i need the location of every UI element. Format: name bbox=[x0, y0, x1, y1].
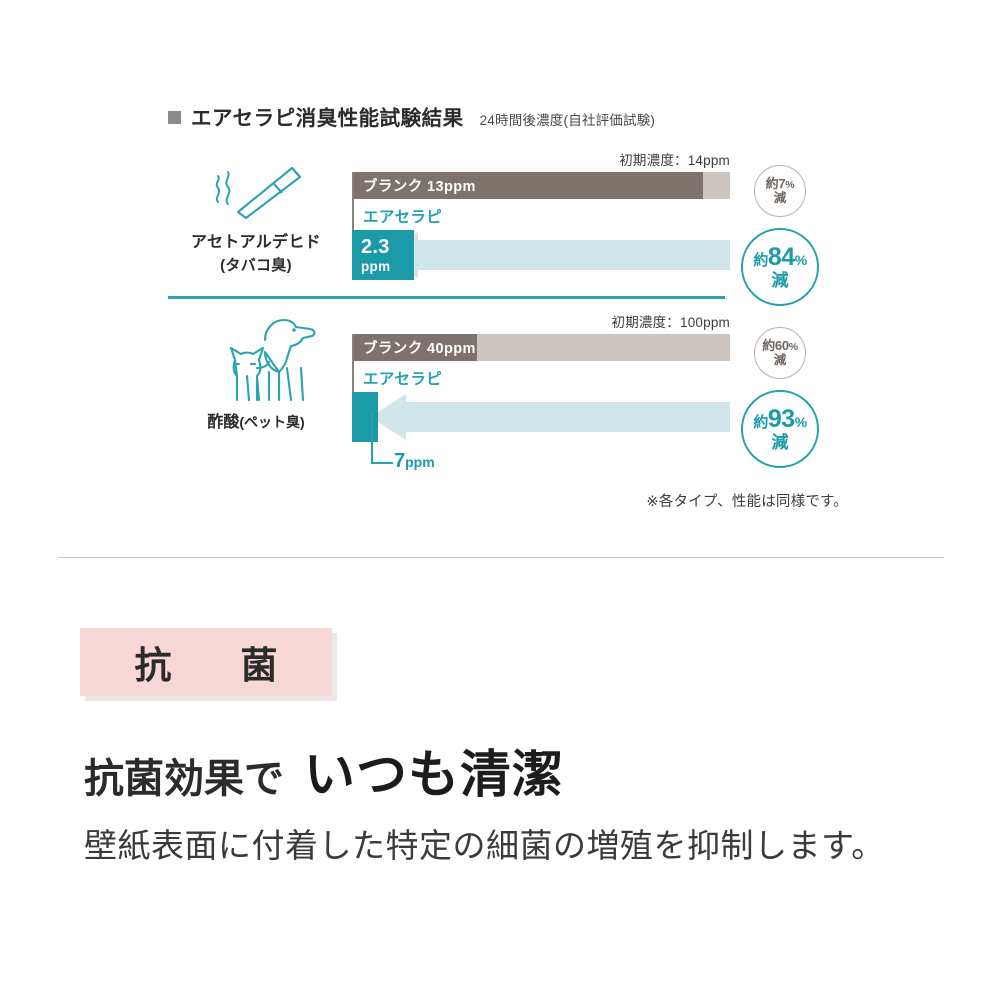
substance-name: アセトアルデヒド bbox=[191, 234, 321, 251]
substance-name-inline: 酢酸(ペット臭) bbox=[207, 414, 305, 431]
cigarette-icon bbox=[204, 150, 308, 228]
value-bar-product bbox=[352, 392, 378, 442]
page-title: エアセラピ消臭性能試験結果 bbox=[191, 107, 464, 130]
antibacterial-section: 抗 菌 抗菌効果で いつも清潔 壁紙表面に付着した特定の細菌の増殖を抑制します。 bbox=[0, 557, 1000, 1000]
axis-line bbox=[352, 334, 354, 442]
dog-cat-icon bbox=[191, 312, 321, 408]
reduction-arrow bbox=[352, 232, 730, 278]
product-label: エアセラピ bbox=[363, 371, 443, 388]
status-badge-product: 約93% 減 bbox=[741, 390, 819, 468]
section-divider bbox=[58, 557, 944, 558]
badge-product-percent: 約93% bbox=[753, 405, 807, 434]
deodorizing-section: エアセラピ消臭性能試験結果 24時間後濃度(自社評価試験) bbox=[0, 101, 1000, 510]
blank-bar-track: ブランク 13ppm bbox=[352, 172, 730, 199]
initial-concentration-label: 初期濃度：100ppm bbox=[611, 315, 730, 330]
page-subtitle: 24時間後濃度(自社評価試験) bbox=[479, 113, 656, 128]
blank-bar-track: ブランク 40ppm bbox=[352, 334, 730, 361]
section-title-row: エアセラピ消臭性能試験結果 24時間後濃度(自社評価試験) bbox=[168, 101, 655, 131]
blank-bar-label: ブランク 40ppm bbox=[363, 341, 476, 357]
heading-part-one: 抗菌効果で bbox=[84, 757, 284, 801]
heading-part-two: いつも清潔 bbox=[304, 746, 565, 803]
antibacterial-heading: 抗菌効果で いつも清潔 bbox=[84, 733, 564, 807]
footnote: ※各タイプ、性能は同様です。 bbox=[646, 494, 848, 510]
antibacterial-body-text: 壁紙表面に付着した特定の細菌の増殖を抑制します。 bbox=[84, 827, 885, 864]
value-bar-product: 2.3 ppm bbox=[352, 230, 414, 280]
blank-bar-fill: ブランク 40ppm bbox=[352, 334, 477, 361]
status-badge-blank: 約60% 減 bbox=[754, 327, 806, 379]
value-unit: ppm bbox=[361, 258, 391, 274]
row-label-acetaldehyde: アセトアルデヒド (タバコ臭) bbox=[168, 150, 344, 275]
product-label: エアセラピ bbox=[363, 209, 443, 226]
reduction-arrow bbox=[352, 394, 730, 440]
callout-value: 7ppm bbox=[394, 450, 435, 472]
callout-vertical-line bbox=[371, 414, 373, 464]
status-badge-product: 約84% 減 bbox=[741, 228, 819, 306]
chart-row-acetic-acid: 酢酸(ペット臭) 初期濃度：100ppm ブランク 40ppm エアセラピ bbox=[0, 312, 1000, 482]
antibacterial-badge-label: 抗 菌 bbox=[134, 645, 294, 686]
row-divider bbox=[168, 296, 725, 299]
badge-product-suffix: 減 bbox=[771, 270, 789, 290]
initial-concentration-label: 初期濃度：14ppm bbox=[619, 153, 730, 168]
status-badge-blank: 約7% 減 bbox=[754, 165, 806, 217]
square-marker-icon bbox=[168, 111, 181, 124]
blank-bar-label: ブランク 13ppm bbox=[363, 179, 476, 195]
antibacterial-badge: 抗 菌 bbox=[80, 628, 332, 696]
badge-product-suffix: 減 bbox=[771, 432, 789, 452]
row-label-acetic-acid: 酢酸(ペット臭) bbox=[168, 312, 344, 432]
callout-horizontal-line bbox=[371, 462, 393, 464]
chart-row-acetaldehyde: アセトアルデヒド (タバコ臭) 初期濃度：14ppm ブランク 13ppm エア… bbox=[0, 150, 1000, 306]
badge-product-percent: 約84% bbox=[753, 243, 807, 272]
badge-blank-suffix: 減 bbox=[773, 352, 787, 367]
axis-line bbox=[352, 172, 354, 280]
badge-blank-percent: 約7% bbox=[765, 175, 795, 191]
value-number: 2.3 bbox=[361, 235, 390, 258]
substance-subname: (タバコ臭) bbox=[220, 257, 292, 274]
badge-blank-suffix: 減 bbox=[773, 190, 787, 205]
blank-bar-fill: ブランク 13ppm bbox=[352, 172, 704, 199]
badge-blank-percent: 約60% bbox=[762, 337, 798, 353]
